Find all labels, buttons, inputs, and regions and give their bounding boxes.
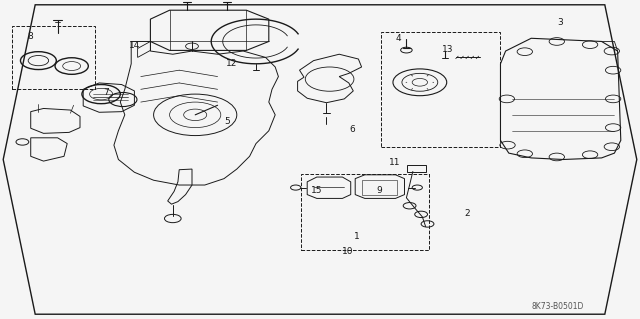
Text: 8: 8 <box>28 32 33 41</box>
Bar <box>381 32 500 147</box>
Text: 4: 4 <box>396 34 401 43</box>
Text: 11: 11 <box>388 158 400 167</box>
Bar <box>362 180 397 195</box>
Text: 3: 3 <box>557 18 563 27</box>
Bar <box>407 165 426 172</box>
Text: 2: 2 <box>465 209 470 218</box>
Text: 12: 12 <box>226 59 237 68</box>
Text: 9: 9 <box>377 186 382 195</box>
Text: 5: 5 <box>225 117 230 126</box>
Text: 1: 1 <box>354 232 359 241</box>
Text: 15: 15 <box>311 186 323 195</box>
Text: 10: 10 <box>342 247 353 256</box>
Text: 6: 6 <box>349 125 355 134</box>
Text: 13: 13 <box>442 45 454 54</box>
Text: 8K73-B0501D: 8K73-B0501D <box>532 302 584 311</box>
Text: 7: 7 <box>103 88 108 97</box>
Bar <box>12 26 95 89</box>
Bar <box>301 174 429 250</box>
Text: 14: 14 <box>129 41 140 50</box>
